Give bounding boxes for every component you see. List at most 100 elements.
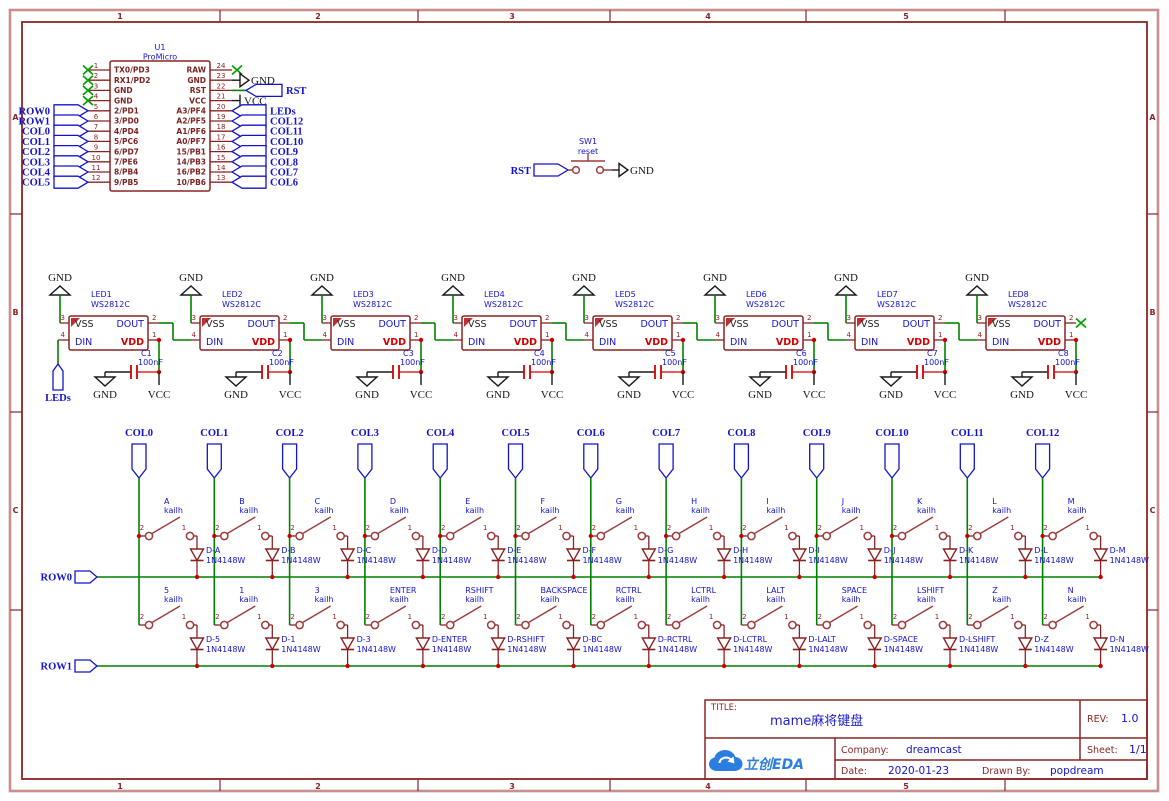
switch-contact[interactable]: [747, 620, 756, 630]
switch-contact[interactable]: [295, 620, 304, 630]
led-body[interactable]: [854, 315, 935, 351]
led-body[interactable]: [461, 315, 542, 351]
switch-contact[interactable]: [1048, 620, 1057, 630]
switch-contact[interactable]: [411, 531, 421, 541]
switch-contact[interactable]: [411, 620, 421, 630]
switch-contact[interactable]: [1013, 531, 1023, 541]
net-flag[interactable]: [809, 443, 825, 480]
switch-contact[interactable]: [562, 620, 571, 630]
switch-contact[interactable]: [185, 531, 195, 541]
net-flag[interactable]: [230, 175, 267, 189]
gnd-flag-icon[interactable]: [93, 376, 117, 387]
net-flag[interactable]: [74, 659, 98, 673]
switch-contact[interactable]: [596, 620, 606, 630]
switch-contact[interactable]: [144, 531, 154, 541]
switch-contact[interactable]: [863, 620, 873, 630]
diode[interactable]: [490, 548, 506, 562]
switch-contact[interactable]: [1048, 531, 1057, 541]
switch-contact[interactable]: [938, 620, 948, 630]
diode[interactable]: [716, 637, 732, 651]
diode[interactable]: [415, 548, 431, 562]
diode[interactable]: [867, 637, 883, 651]
net-flag[interactable]: [1034, 443, 1051, 480]
switch-contact[interactable]: [788, 531, 797, 541]
switch-contact[interactable]: [562, 531, 571, 541]
switch-contact[interactable]: [486, 620, 496, 630]
switch-contact[interactable]: [370, 531, 380, 541]
switch-contact[interactable]: [370, 620, 380, 630]
switch-contact[interactable]: [336, 620, 345, 630]
diode[interactable]: [415, 637, 431, 651]
net-flag[interactable]: [357, 443, 373, 480]
switch-lever[interactable]: [302, 605, 331, 624]
net-flag[interactable]: [533, 163, 570, 177]
diode[interactable]: [565, 548, 582, 562]
diode[interactable]: [942, 548, 958, 562]
switch-lever[interactable]: [452, 605, 482, 624]
switch-contact[interactable]: [1089, 620, 1098, 630]
switch-lever[interactable]: [452, 516, 482, 535]
net-flag[interactable]: [507, 443, 524, 480]
net-flag[interactable]: [432, 443, 448, 480]
switch-contact[interactable]: [144, 620, 154, 630]
switch-contact[interactable]: [595, 165, 605, 175]
switch-lever[interactable]: [678, 605, 708, 624]
net-flag[interactable]: [658, 443, 674, 480]
gnd-flag-icon[interactable]: [617, 376, 641, 387]
gnd-flag-icon[interactable]: [1010, 376, 1034, 387]
gnd-flag-icon[interactable]: [239, 72, 251, 89]
switch-contact[interactable]: [1089, 531, 1098, 541]
switch-lever[interactable]: [528, 605, 557, 624]
switch-contact[interactable]: [712, 620, 722, 630]
switch-lever[interactable]: [829, 516, 859, 535]
switch-contact[interactable]: [637, 620, 647, 630]
switch-contact[interactable]: [822, 620, 832, 630]
switch-contact[interactable]: [445, 620, 455, 630]
switch-contact[interactable]: [1013, 620, 1023, 630]
switch-contact[interactable]: [712, 531, 722, 541]
diode[interactable]: [339, 548, 356, 562]
diode[interactable]: [264, 637, 280, 651]
diode[interactable]: [490, 637, 506, 651]
switch-lever[interactable]: [904, 605, 934, 624]
switch-contact[interactable]: [637, 531, 647, 541]
net-flag[interactable]: [884, 443, 900, 480]
diode[interactable]: [791, 637, 808, 651]
switch-contact[interactable]: [219, 531, 229, 541]
switch-lever[interactable]: [151, 516, 181, 535]
net-flag[interactable]: [52, 362, 64, 391]
switch-contact[interactable]: [445, 531, 455, 541]
switch-contact[interactable]: [747, 531, 756, 541]
switch-lever[interactable]: [979, 516, 1009, 535]
net-flag[interactable]: [733, 443, 750, 480]
switch-contact[interactable]: [972, 620, 982, 630]
switch-lever[interactable]: [302, 516, 331, 535]
switch-lever[interactable]: [603, 605, 633, 624]
gnd-flag-icon[interactable]: [355, 376, 379, 387]
net-flag[interactable]: [53, 175, 90, 189]
switch-contact[interactable]: [219, 620, 229, 630]
diode[interactable]: [189, 548, 205, 562]
diode[interactable]: [1092, 637, 1109, 651]
switch-lever[interactable]: [979, 605, 1009, 624]
diode[interactable]: [716, 548, 732, 562]
diode[interactable]: [264, 548, 280, 562]
